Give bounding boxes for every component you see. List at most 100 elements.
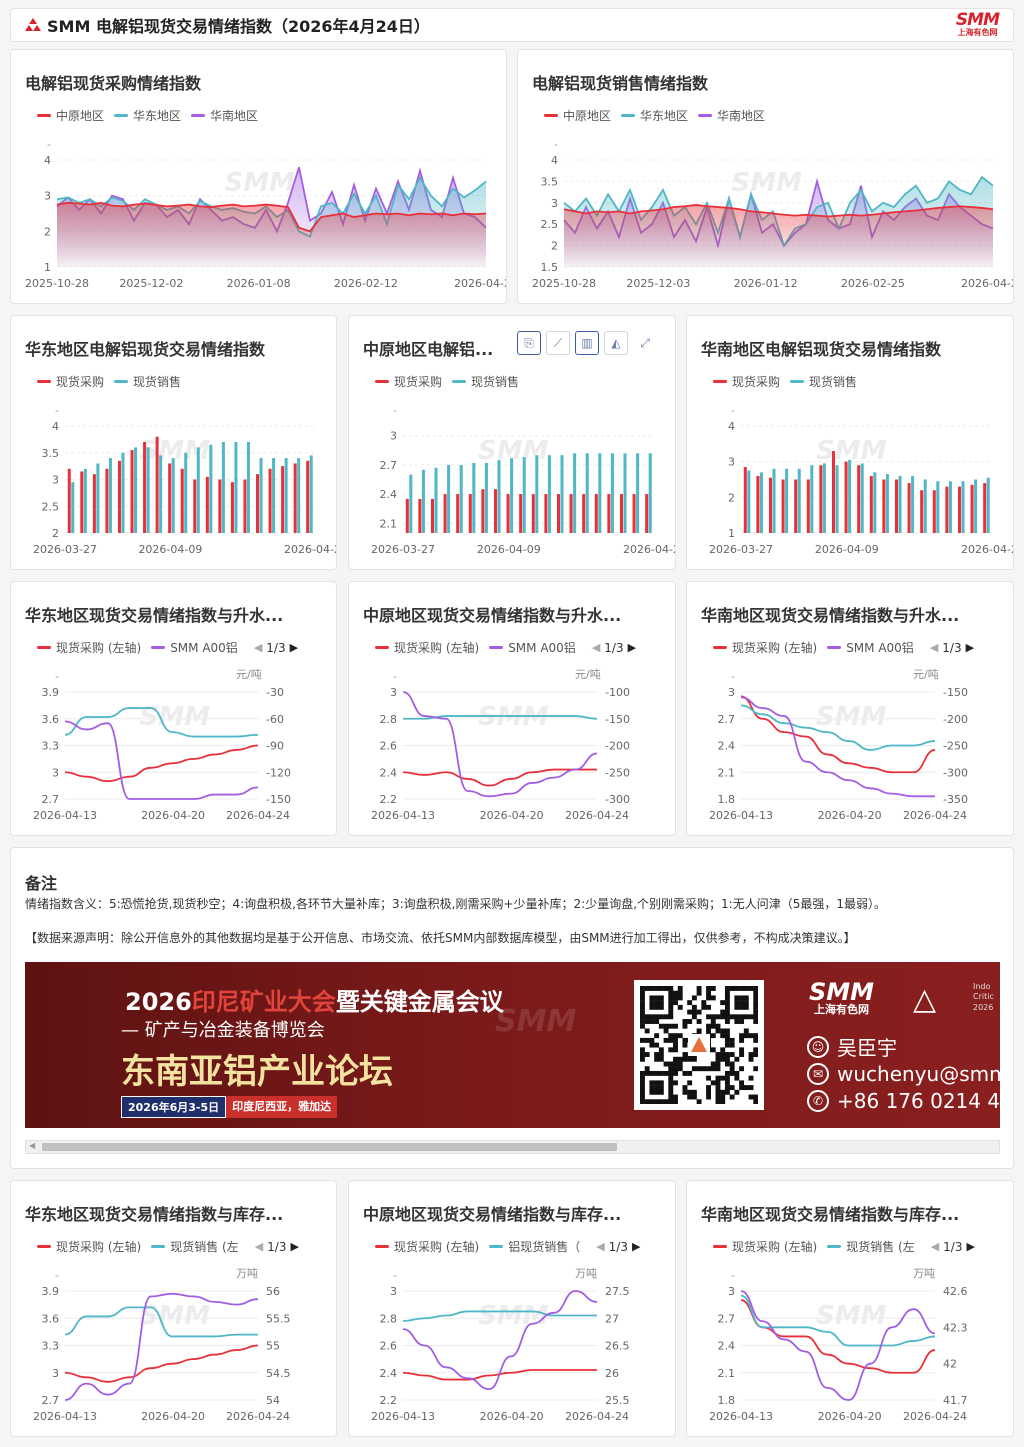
- bar[interactable]: [945, 486, 949, 533]
- bar[interactable]: [209, 444, 213, 533]
- bar[interactable]: [96, 463, 100, 533]
- scrollbar-thumb[interactable]: [42, 1143, 617, 1151]
- legend-prev-icon[interactable]: ◀: [930, 1240, 940, 1253]
- legend-item[interactable]: 华南地区: [698, 107, 765, 124]
- bar[interactable]: [857, 465, 861, 533]
- series-line[interactable]: [64, 1306, 258, 1338]
- data-view-icon[interactable]: ⎘: [517, 331, 541, 355]
- legend-item[interactable]: 华南地区: [191, 107, 258, 124]
- bar[interactable]: [221, 442, 225, 533]
- legend-item[interactable]: 华东地区: [621, 107, 688, 124]
- bar[interactable]: [794, 479, 798, 534]
- bar[interactable]: [205, 476, 209, 533]
- legend-prev-icon[interactable]: ◀: [254, 1240, 264, 1253]
- bar[interactable]: [911, 475, 915, 533]
- legend-pager[interactable]: ◀ 1/3 ▶: [250, 639, 302, 656]
- series-line[interactable]: [64, 1344, 259, 1383]
- bar[interactable]: [80, 471, 84, 533]
- scroll-left-arrow-icon[interactable]: ◀: [29, 1141, 36, 1150]
- bar[interactable]: [493, 489, 497, 533]
- series-line[interactable]: [563, 204, 994, 218]
- legend-pager[interactable]: ◀ 1/3 ▶: [251, 1238, 303, 1255]
- bar[interactable]: [506, 494, 510, 533]
- bar[interactable]: [434, 467, 438, 533]
- bar[interactable]: [835, 465, 839, 533]
- bar[interactable]: [430, 498, 434, 533]
- legend-next-icon[interactable]: ▶: [965, 641, 975, 654]
- bar[interactable]: [747, 470, 751, 533]
- bar[interactable]: [920, 490, 924, 533]
- legend-item[interactable]: SMM A00铝: [489, 639, 576, 656]
- bar[interactable]: [497, 460, 501, 533]
- bar[interactable]: [759, 472, 763, 533]
- legend-item[interactable]: 现货采购 (左轴): [37, 1238, 141, 1255]
- legend-next-icon[interactable]: ▶: [966, 1240, 975, 1253]
- bar-chart-icon[interactable]: ▥: [575, 331, 599, 355]
- bar[interactable]: [105, 468, 109, 533]
- bar[interactable]: [519, 494, 523, 533]
- legend-pager[interactable]: ◀ 1/3 ▶: [588, 639, 640, 656]
- bar[interactable]: [885, 474, 889, 533]
- bar[interactable]: [293, 463, 297, 533]
- bar[interactable]: [743, 467, 747, 533]
- bar[interactable]: [547, 455, 551, 533]
- bar[interactable]: [130, 450, 134, 533]
- bar[interactable]: [243, 479, 247, 534]
- bar[interactable]: [193, 479, 197, 534]
- bar[interactable]: [957, 486, 961, 533]
- legend-prev-icon[interactable]: ◀: [253, 641, 263, 654]
- bar[interactable]: [806, 479, 810, 534]
- legend-item[interactable]: 现货销售: [452, 373, 519, 390]
- legend-next-icon[interactable]: ▶: [290, 1240, 299, 1253]
- bar[interactable]: [610, 453, 614, 533]
- horizontal-scrollbar[interactable]: ◀: [25, 1140, 1000, 1154]
- bar[interactable]: [648, 453, 652, 533]
- bar[interactable]: [632, 494, 636, 533]
- bar[interactable]: [573, 453, 577, 533]
- bar[interactable]: [309, 455, 313, 533]
- series-line[interactable]: [56, 201, 487, 233]
- legend-item[interactable]: 现货采购 (左轴): [713, 1238, 817, 1255]
- bar[interactable]: [168, 463, 172, 533]
- bar[interactable]: [785, 468, 789, 533]
- bar[interactable]: [409, 474, 413, 533]
- legend-pager[interactable]: ◀ 1/3 ▶: [592, 1238, 644, 1255]
- legend-pager[interactable]: ◀ 1/3 ▶: [927, 1238, 979, 1255]
- legend-next-icon[interactable]: ▶: [631, 1240, 641, 1253]
- bar[interactable]: [907, 483, 911, 533]
- series-line[interactable]: [740, 696, 936, 798]
- bar[interactable]: [556, 494, 560, 533]
- bar[interactable]: [67, 468, 71, 533]
- bar[interactable]: [134, 447, 138, 533]
- bar[interactable]: [772, 468, 776, 533]
- legend-item[interactable]: 现货销售 (左: [151, 1238, 239, 1255]
- series-line[interactable]: [740, 1299, 936, 1374]
- line-chart-icon[interactable]: ⟋: [546, 331, 570, 355]
- legend-item[interactable]: 中原地区: [544, 107, 611, 124]
- legend-item[interactable]: 现货采购: [713, 373, 780, 390]
- bar[interactable]: [481, 489, 485, 533]
- bar[interactable]: [468, 494, 472, 533]
- legend-prev-icon[interactable]: ◀: [596, 1240, 605, 1253]
- legend-item[interactable]: 现货采购 (左轴): [713, 639, 817, 656]
- bar[interactable]: [594, 494, 598, 533]
- bar[interactable]: [873, 472, 877, 533]
- legend-item[interactable]: 现货采购 (左轴): [37, 639, 141, 656]
- series-line[interactable]: [740, 1294, 936, 1347]
- bar[interactable]: [923, 479, 927, 534]
- bar[interactable]: [810, 465, 814, 533]
- bar[interactable]: [970, 484, 974, 533]
- bar[interactable]: [117, 460, 121, 533]
- bar[interactable]: [974, 479, 978, 534]
- bar[interactable]: [272, 458, 276, 533]
- legend-item[interactable]: 现货采购 (左轴): [375, 1238, 479, 1255]
- bar[interactable]: [848, 459, 852, 533]
- legend-next-icon[interactable]: ▶: [289, 641, 299, 654]
- legend-item[interactable]: 现货采购 (左轴): [375, 639, 479, 656]
- series-line[interactable]: [740, 704, 936, 751]
- bar[interactable]: [472, 462, 476, 533]
- bar[interactable]: [180, 468, 184, 533]
- bar[interactable]: [948, 481, 952, 533]
- bar[interactable]: [459, 464, 463, 533]
- legend-item[interactable]: 中原地区: [37, 107, 104, 124]
